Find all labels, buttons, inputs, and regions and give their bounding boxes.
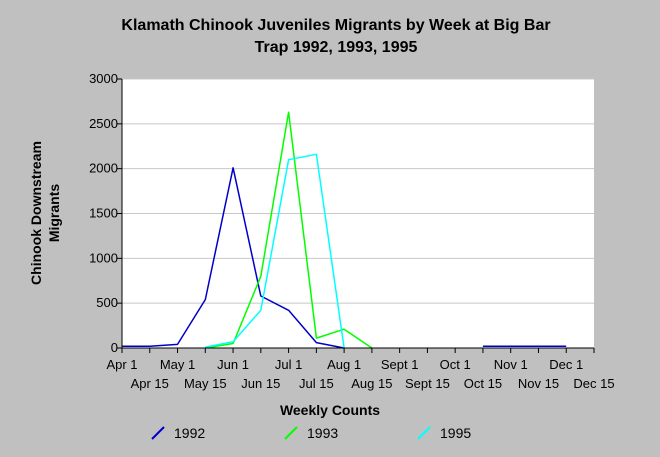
series-line-1993: [205, 111, 373, 349]
x-tick-label-lower: Oct 15: [464, 376, 502, 391]
x-tick-label-upper: Aug 1: [327, 357, 361, 372]
chart-title: Klamath Chinook Juveniles Migrants by We…: [121, 17, 550, 56]
x-tick-label-upper: May 1: [160, 357, 195, 372]
x-tick-label-lower: Dec 15: [573, 376, 614, 391]
legend-swatch-1992: [151, 426, 165, 440]
y-tick-label: 1000: [89, 250, 118, 265]
axes: [117, 78, 595, 353]
series-line-1995: [205, 153, 345, 349]
x-tick-label-upper: Jul 1: [275, 357, 302, 372]
y-axis-title-line-2: Migrants: [46, 184, 62, 243]
x-tick-label-upper: Sept 1: [381, 357, 419, 372]
x-tick-label-upper: Jun 1: [217, 357, 249, 372]
x-tick-labels: Apr 1 May 1 Jun 1 Jul 1 Aug 1 Sept 1 Oct 1 Nov …: [106, 357, 614, 391]
legend: 1992 1993 1995: [151, 425, 471, 441]
grid: [122, 78, 594, 304]
y-axis-title: Chinook Downstream Migrants: [28, 141, 62, 285]
legend-label-1993: 1993: [307, 425, 338, 441]
y-tick-label: 2000: [89, 161, 118, 176]
x-tick-label-lower: Jul 15: [299, 376, 334, 391]
y-tick-label: 1500: [89, 206, 118, 221]
x-tick-label-lower: Aug 15: [351, 376, 392, 391]
series-line-1992: [122, 167, 345, 349]
x-tick-label-lower: May 15: [184, 376, 227, 391]
x-tick-label-upper: Oct 1: [440, 357, 471, 372]
x-tick-label-lower: Jun 15: [241, 376, 280, 391]
x-tick-label-lower: Nov 15: [518, 376, 559, 391]
y-axis-title-line-1: Chinook Downstream: [28, 141, 44, 285]
legend-label-1995: 1995: [440, 425, 471, 441]
chart-title-line-2: Trap 1992, 1993, 1995: [255, 39, 418, 56]
x-axis-title: Weekly Counts: [280, 402, 380, 418]
x-tick-label-lower: Apr 15: [131, 376, 169, 391]
x-tick-label-lower: Sept 15: [405, 376, 450, 391]
legend-swatch-1993: [284, 426, 298, 440]
y-tick-label: 3000: [89, 71, 118, 86]
x-tick-label-upper: Dec 1: [549, 357, 583, 372]
series-lines: [122, 111, 567, 349]
y-tick-label: 2500: [89, 116, 118, 131]
legend-label-1992: 1992: [174, 425, 205, 441]
y-tick-label: 500: [96, 295, 118, 310]
y-tick-labels: 0 500 1000 1500 2000 2500 3000: [89, 71, 118, 355]
y-tick-label: 0: [111, 340, 118, 355]
x-tick-label-upper: Nov 1: [494, 357, 528, 372]
legend-swatch-1995: [417, 426, 431, 440]
x-tick-label-upper: Apr 1: [106, 357, 137, 372]
chart-title-line-1: Klamath Chinook Juveniles Migrants by We…: [121, 17, 550, 34]
